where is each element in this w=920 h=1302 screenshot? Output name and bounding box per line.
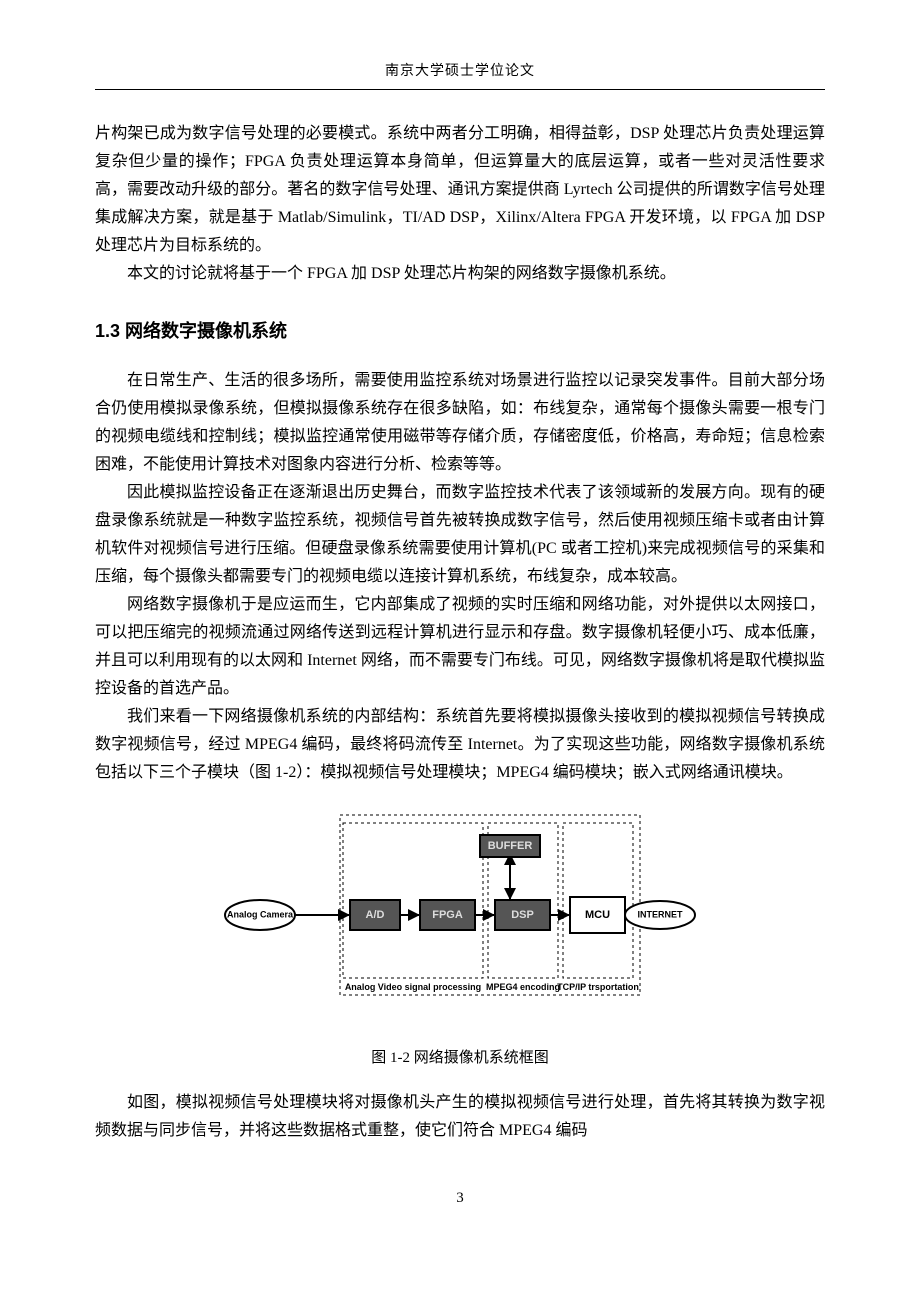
paragraph-7: 如图，模拟视频信号处理模块将对摄像机头产生的模拟视频信号进行处理，首先将其转换为…	[95, 1089, 825, 1145]
section-1-3-heading: 1.3 网络数字摄像机系统	[95, 316, 825, 348]
svg-text:Analog Video signal processing: Analog Video signal processing	[345, 982, 481, 992]
svg-text:TCP/IP trsportation: TCP/IP trsportation	[557, 982, 639, 992]
svg-text:BUFFER: BUFFER	[488, 840, 533, 852]
system-block-diagram: Analog Camera A/D FPGA BUFFER DSP MCU INTERNET…	[220, 805, 700, 1025]
svg-text:FPGA: FPGA	[432, 909, 463, 921]
paragraph-1: 片构架已成为数字信号处理的必要模式。系统中两者分工明确，相得益彰，DSP 处理芯…	[95, 120, 825, 260]
paragraph-5: 网络数字摄像机于是应运而生，它内部集成了视频的实时压缩和网络功能，对外提供以太网…	[95, 591, 825, 703]
svg-text:INTERNET: INTERNET	[638, 909, 684, 919]
figure-1-2-caption: 图 1-2 网络摄像机系统框图	[95, 1045, 825, 1071]
page-number: 3	[95, 1185, 825, 1211]
page-header: 南京大学硕士学位论文	[95, 60, 825, 90]
figure-1-2: Analog Camera A/D FPGA BUFFER DSP MCU INTERNET…	[95, 805, 825, 1035]
paragraph-3: 在日常生产、生活的很多场所，需要使用监控系统对场景进行监控以记录突发事件。目前大…	[95, 367, 825, 479]
paragraph-2: 本文的讨论就将基于一个 FPGA 加 DSP 处理芯片构架的网络数字摄像机系统。	[95, 260, 825, 288]
paragraph-4: 因此模拟监控设备正在逐渐退出历史舞台，而数字监控技术代表了该领域新的发展方向。现…	[95, 479, 825, 591]
paragraph-6: 我们来看一下网络摄像机系统的内部结构：系统首先要将模拟摄像头接收到的模拟视频信号…	[95, 703, 825, 787]
svg-text:DSP: DSP	[511, 909, 534, 921]
svg-text:A/D: A/D	[366, 909, 385, 921]
svg-text:Analog Camera: Analog Camera	[227, 909, 294, 919]
svg-text:MCU: MCU	[585, 909, 610, 921]
svg-text:MPEG4 encoding: MPEG4 encoding	[486, 982, 560, 992]
